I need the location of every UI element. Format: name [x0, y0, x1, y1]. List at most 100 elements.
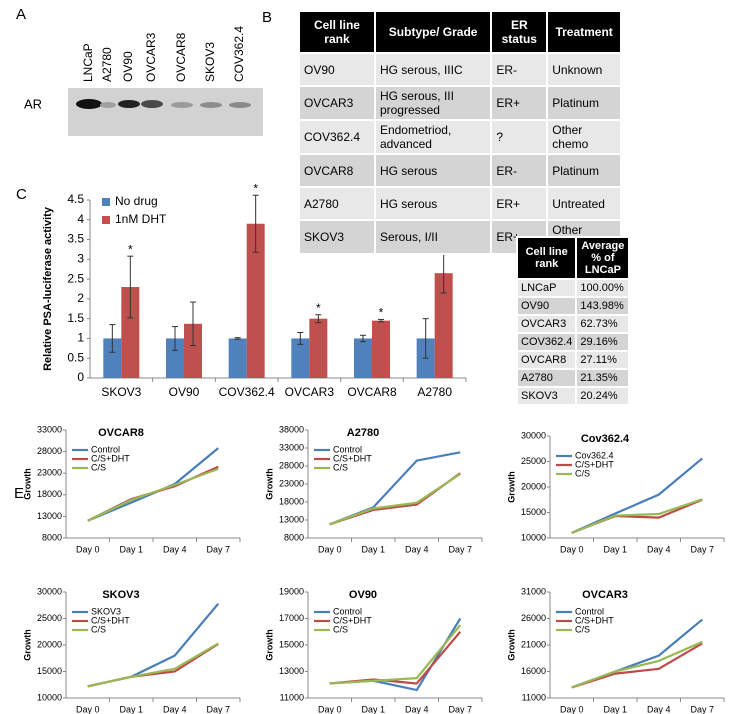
legend-label: SKOV3	[91, 606, 121, 616]
series-line	[87, 642, 219, 688]
legend-label: 1nM DHT	[115, 212, 167, 226]
cell: OVCAR3	[515, 314, 578, 334]
x-tick-label: Day 1	[603, 704, 627, 714]
lane-label: OVCAR8	[174, 32, 188, 82]
significance-marker: *	[316, 301, 321, 315]
x-tick-label: Day 4	[647, 544, 671, 554]
y-tick-label: 31000	[521, 586, 546, 596]
blot-band	[171, 102, 193, 108]
row: A2780 HG serous ER+ Untreated	[298, 186, 622, 221]
y-tick-label: 13000	[37, 511, 62, 521]
y-tick-label: 25000	[521, 456, 546, 466]
cell: OVCAR8	[515, 350, 578, 370]
x-tick-label: Day 4	[405, 704, 429, 714]
bar	[309, 318, 328, 378]
legend-label: Control	[333, 444, 362, 454]
y-tick-label: 8000	[42, 532, 62, 542]
legend-label: C/S	[91, 624, 106, 634]
bar	[291, 338, 310, 378]
y-axis-label: Growth	[264, 629, 274, 661]
cell: HG serous, IIIC	[373, 52, 493, 87]
y-tick-label: 2	[77, 291, 84, 305]
header-row: Cell line rank Average % of LNCaP	[515, 236, 631, 280]
legend-swatch	[102, 198, 110, 206]
cell: ?	[490, 119, 549, 155]
row: OVCAR8 27.11%	[515, 350, 631, 370]
header-cell: Cell line rank	[515, 236, 578, 280]
x-tick-label: Day 1	[119, 704, 143, 714]
row: SKOV3 20.24%	[515, 386, 631, 406]
x-tick-label: Day 7	[206, 544, 230, 554]
lane-label: COV362.4	[232, 26, 246, 82]
y-tick-label: 33000	[279, 442, 304, 452]
legend-label: C/S+DHT	[333, 453, 372, 463]
y-tick-label: 11000	[522, 692, 546, 702]
header-cell: Average % of LNCaP	[575, 236, 631, 280]
cell: SKOV3	[298, 219, 376, 255]
y-tick-label: 25000	[37, 613, 62, 623]
cell: A2780	[515, 368, 578, 388]
bar	[103, 338, 122, 378]
chart-title: SKOV3	[102, 589, 139, 601]
legend-label: Control	[333, 606, 362, 616]
y-tick-label: 30000	[37, 586, 62, 596]
cell: A2780	[298, 186, 376, 221]
panel-label: B	[262, 9, 272, 26]
row: A2780 21.35%	[515, 368, 631, 388]
panel-label: A	[16, 6, 26, 23]
y-tick-label: 15000	[521, 507, 546, 517]
y-tick-label: 20000	[37, 639, 62, 649]
x-tick-label: Day 4	[163, 704, 187, 714]
series-line	[329, 473, 461, 526]
cell: ER+	[490, 186, 549, 221]
y-tick-label: 10000	[37, 692, 62, 702]
series-line	[87, 467, 219, 522]
row: OVCAR3 62.73%	[515, 314, 631, 334]
y-tick-label: 3	[77, 252, 84, 266]
legend-label: C/S+DHT	[575, 615, 614, 625]
legend-label: C/S	[333, 462, 348, 472]
cell: OVCAR3	[298, 85, 376, 121]
x-tick-label: OVCAR3	[285, 385, 335, 399]
bar	[372, 320, 390, 378]
y-tick-label: 10000	[521, 532, 546, 542]
y-tick-label: 33000	[37, 424, 62, 434]
cell: Endometriod, advanced	[373, 119, 493, 155]
bar	[121, 287, 140, 378]
row: OV90 143.98%	[515, 296, 631, 316]
cell: ER-	[490, 153, 549, 188]
series-line	[329, 631, 462, 685]
y-tick-label: 16000	[521, 666, 546, 676]
legend-label: No drug	[115, 194, 158, 208]
cell: Unknown	[546, 52, 622, 87]
x-tick-label: Day 4	[405, 544, 429, 554]
cell: HG serous	[373, 186, 493, 221]
lane-label: OVCAR3	[144, 32, 158, 82]
cell: SKOV3	[515, 386, 578, 406]
x-tick-label: Day 7	[206, 704, 230, 714]
series-line	[571, 618, 703, 689]
cell: Platinum	[546, 153, 622, 188]
row: OVCAR8 HG serous ER- Platinum	[298, 153, 622, 188]
cell: Other chemo	[546, 119, 622, 155]
y-tick-label: 30000	[521, 430, 546, 440]
y-tick-label: 17000	[279, 613, 304, 623]
table-d: Cell line rank Average % of LNCaP LNCaP 100…	[515, 236, 631, 406]
y-tick-label: 3.5	[67, 232, 84, 246]
series-line	[329, 624, 462, 685]
x-tick-label: SKOV3	[101, 385, 141, 399]
y-tick-label: 4	[77, 212, 84, 226]
y-tick-label: 28000	[279, 460, 304, 470]
x-tick-label: Day 0	[76, 704, 100, 714]
y-tick-label: 18000	[37, 489, 62, 499]
cell: 29.16%	[575, 332, 631, 352]
chart-title: OVCAR3	[582, 589, 628, 601]
x-tick-label: Day 7	[690, 544, 714, 554]
y-tick-label: 19000	[279, 586, 304, 596]
lane-label: A2780	[100, 47, 114, 82]
y-axis-label: Growth	[264, 468, 274, 500]
bar	[354, 338, 372, 378]
x-tick-label: Day 0	[318, 704, 342, 714]
header-cell: Subtype/ Grade	[373, 10, 493, 54]
